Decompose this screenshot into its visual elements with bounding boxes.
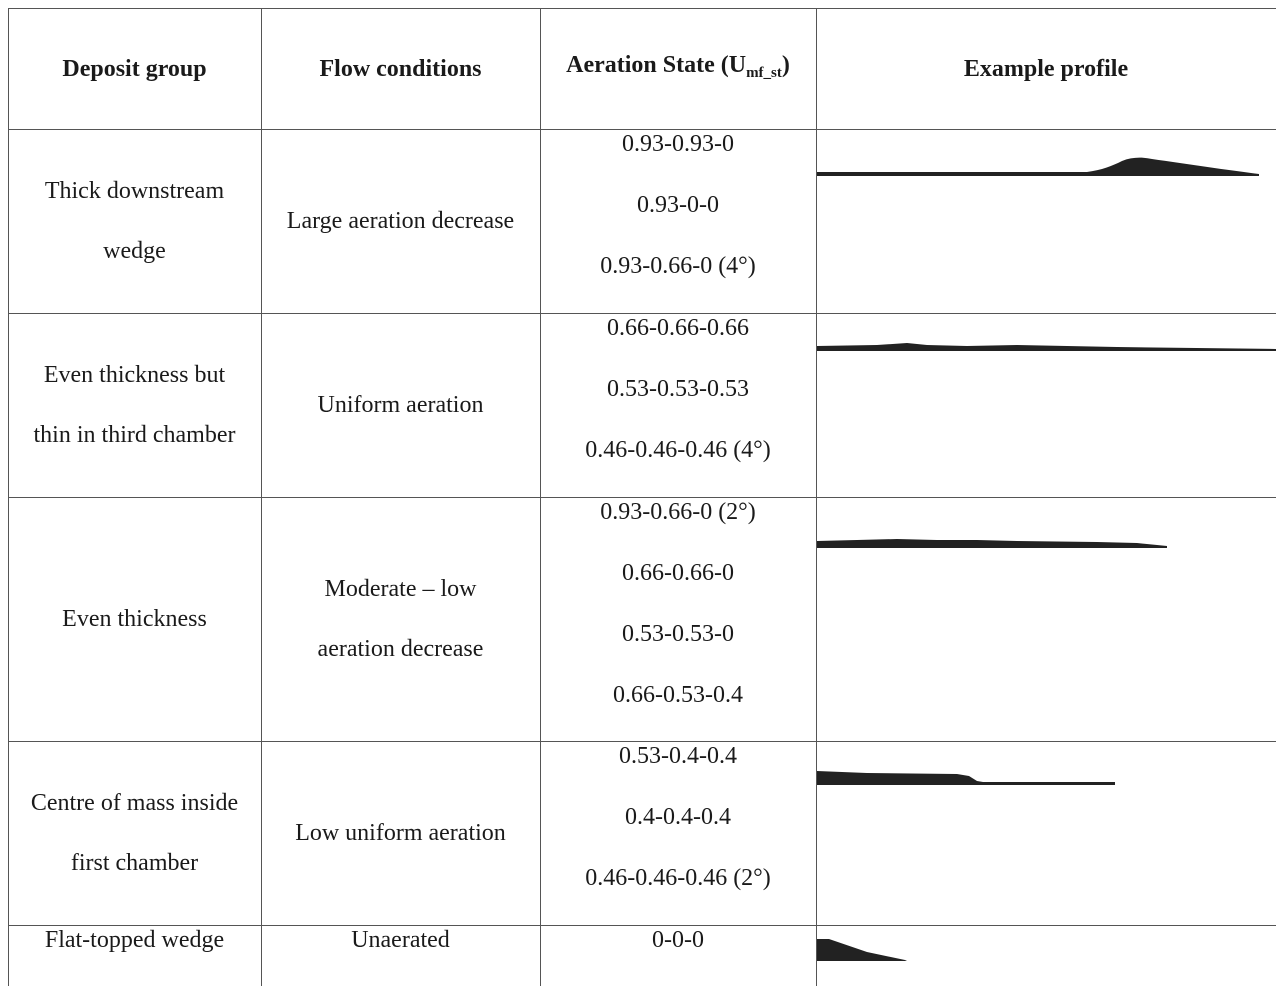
results-table: Deposit group Flow conditions Aeration S…: [8, 8, 1276, 986]
row4-deposit-group: Centre of mass inside first chamber: [8, 741, 261, 925]
row4-flow-conditions: Low uniform aeration: [261, 741, 540, 925]
cell-text: Even thickness but: [43, 362, 226, 388]
header-deposit-group: Deposit group: [8, 8, 261, 129]
aeration-state: 0.66-0.66-0: [622, 560, 734, 586]
aeration-state: 0.66-0.53-0.4: [613, 682, 743, 708]
aeration-state: 0.53-0.4-0.4: [619, 743, 737, 769]
aeration-state: 0.93-0.93-0: [622, 131, 734, 157]
row3-profile-image: [817, 532, 1276, 562]
cell-text: Centre of mass inside: [30, 790, 239, 816]
aeration-state: 0.4-0.4-0.4: [625, 804, 731, 830]
row5-aeration-states: 0-0-0: [540, 925, 816, 986]
row-divider: [8, 925, 1276, 926]
row2-profile-image: [817, 338, 1276, 362]
header-label: Deposit group: [62, 55, 207, 82]
column-divider: [261, 8, 262, 986]
row2-deposit-group: Even thickness but thin in third chamber: [8, 313, 261, 497]
row4-aeration-states: 0.53-0.4-0.4 0.4-0.4-0.4 0.46-0.46-0.46 …: [540, 741, 816, 925]
row1-profile-image: [817, 148, 1276, 188]
table-border-top: [8, 8, 1276, 9]
cell-text: Flat-topped wedge: [44, 927, 225, 953]
row3-aeration-states: 0.93-0.66-0 (2°) 0.66-0.66-0 0.53-0.53-0…: [540, 497, 816, 741]
row1-flow-conditions: Large aeration decrease: [261, 129, 540, 313]
header-example-profile: Example profile: [816, 8, 1276, 129]
aeration-state: 0.53-0.53-0: [622, 621, 734, 647]
aeration-state: 0.53-0.53-0.53: [607, 376, 749, 402]
cell-text: Large aeration decrease: [286, 208, 515, 234]
row-divider: [8, 741, 1276, 742]
column-divider: [540, 8, 541, 986]
row2-flow-conditions: Uniform aeration: [261, 313, 540, 497]
aeration-state: 0.93-0.66-0 (2°): [600, 499, 756, 525]
header-label: Aeration State (Umf_st): [566, 50, 790, 88]
cell-text: wedge: [103, 238, 166, 264]
column-divider: [816, 8, 817, 986]
row-divider: [8, 313, 1276, 314]
header-label-close: ): [781, 51, 790, 78]
cell-text: first chamber: [70, 850, 199, 876]
header-label: Flow conditions: [319, 55, 482, 82]
cell-text: Unaerated: [351, 927, 450, 953]
aeration-state: 0.93-0-0: [637, 192, 719, 218]
row2-aeration-states: 0.66-0.66-0.66 0.53-0.53-0.53 0.46-0.46-…: [540, 313, 816, 497]
row3-deposit-group: Even thickness: [8, 497, 261, 741]
header-label: Example profile: [963, 55, 1129, 82]
aeration-state: 0.66-0.66-0.66: [607, 315, 749, 341]
aeration-state: 0-0-0: [652, 927, 704, 953]
row-divider: [8, 497, 1276, 498]
aeration-state: 0.46-0.46-0.46 (4°): [585, 437, 771, 463]
header-aeration-state: Aeration State (Umf_st): [540, 8, 816, 129]
aeration-state: 0.46-0.46-0.46 (2°): [585, 865, 771, 891]
row5-deposit-group: Flat-topped wedge: [8, 925, 261, 986]
header-label-subscript: mf_st: [746, 64, 782, 81]
header-divider: [8, 129, 1276, 130]
row5-profile-image: [817, 936, 1276, 966]
column-divider: [8, 8, 9, 986]
row1-aeration-states: 0.93-0.93-0 0.93-0-0 0.93-0.66-0 (4°): [540, 129, 816, 313]
cell-text: Thick downstream: [44, 178, 225, 204]
row4-profile-image: [817, 768, 1276, 798]
aeration-state: 0.93-0.66-0 (4°): [600, 253, 756, 279]
cell-text: Uniform aeration: [317, 392, 484, 418]
row5-flow-conditions: Unaerated: [261, 925, 540, 986]
header-label-main: Aeration State (U: [566, 51, 747, 78]
cell-text: Even thickness: [62, 606, 207, 632]
header-flow-conditions: Flow conditions: [261, 8, 540, 129]
cell-text: Moderate – low: [324, 576, 477, 602]
cell-text: thin in third chamber: [33, 422, 236, 448]
row1-deposit-group: Thick downstream wedge: [8, 129, 261, 313]
row3-flow-conditions: Moderate – low aeration decrease: [261, 497, 540, 741]
cell-text: aeration decrease: [317, 636, 484, 662]
cell-text: Low uniform aeration: [295, 820, 506, 846]
